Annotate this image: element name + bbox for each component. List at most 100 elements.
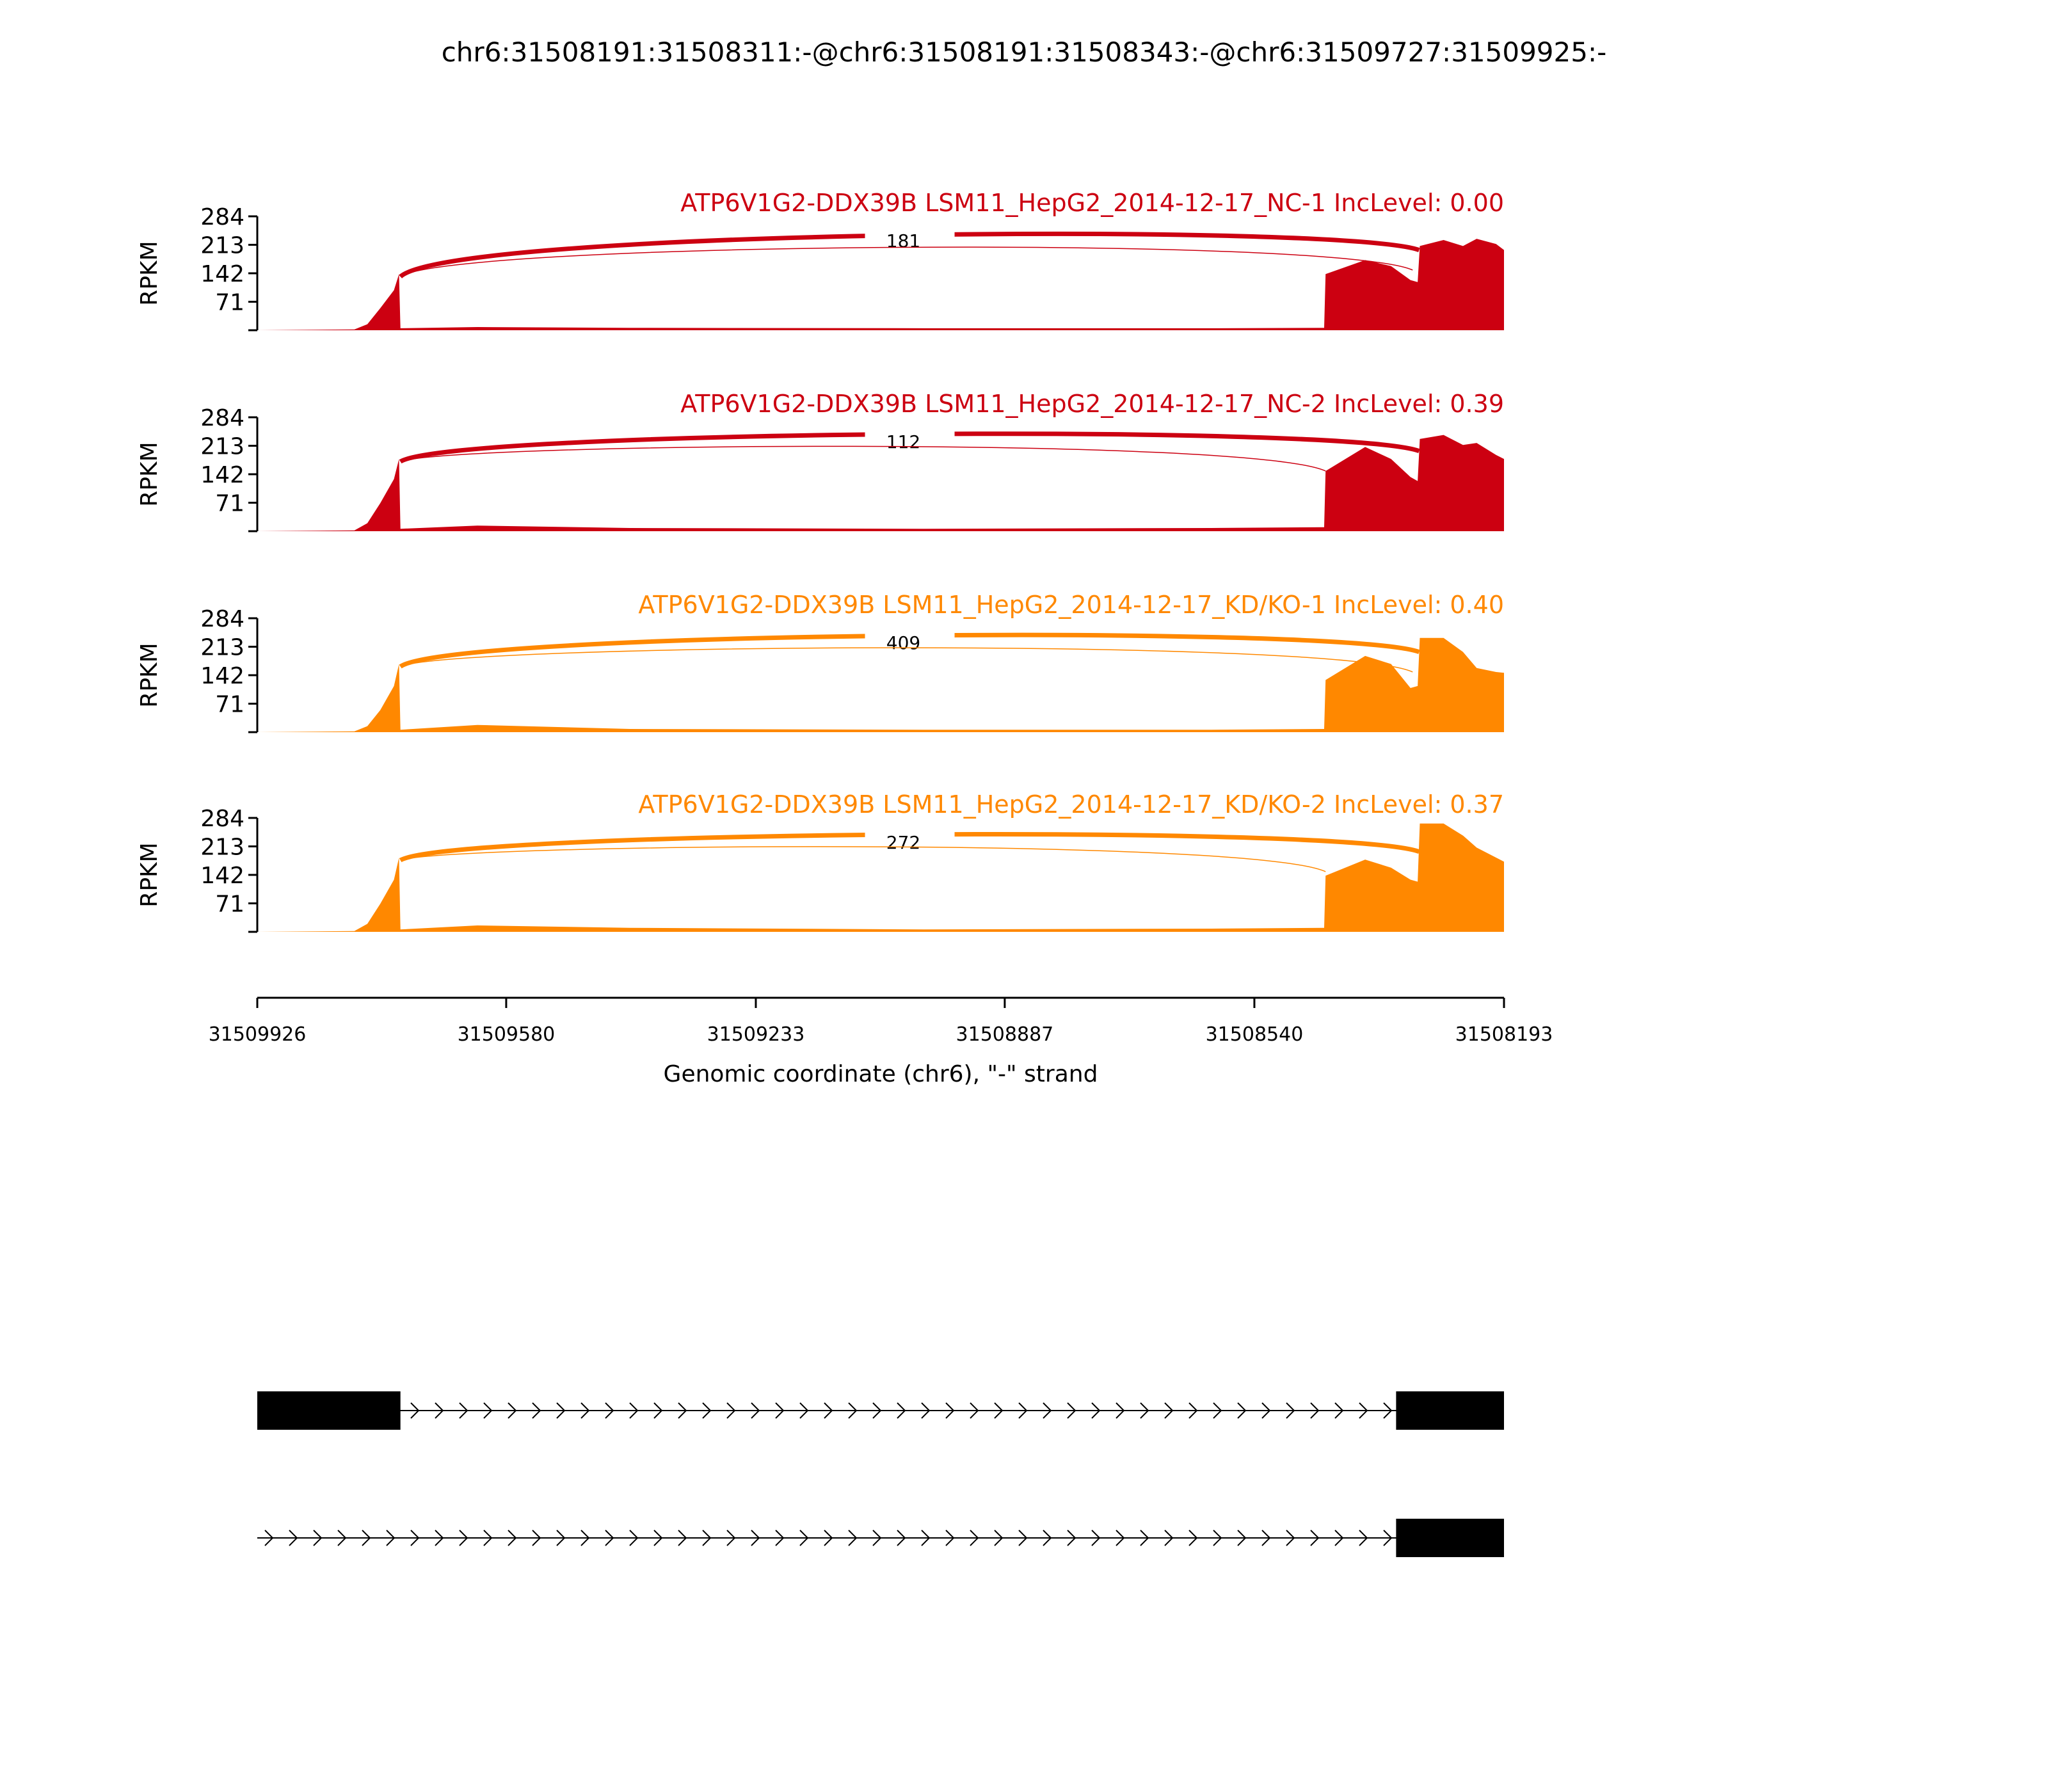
panel-title: ATP6V1G2-DDX39B LSM11_HepG2_2014-12-17_N…: [680, 189, 1504, 217]
strand-arrow-icon: [872, 1530, 882, 1546]
strand-arrow-icon: [945, 1402, 955, 1419]
strand-arrow-icon: [702, 1530, 712, 1546]
strand-arrow-icon: [897, 1530, 906, 1546]
y-axis-label: RPKM: [136, 643, 163, 707]
y-tick-label: 284: [200, 806, 244, 832]
strand-arrow-icon: [1359, 1530, 1368, 1546]
strand-arrow-icon: [921, 1530, 931, 1546]
y-tick-label: 71: [215, 491, 244, 517]
strand-arrow-icon: [1140, 1530, 1149, 1546]
junction-label-bg: [865, 826, 955, 854]
panel-1: 181 ATP6V1G2-DDX39B LSM11_HepG2_2014-12-1…: [136, 189, 1504, 332]
strand-arrow-icon: [994, 1530, 1004, 1546]
chart-title: chr6:31508191:31508311:-@chr6:31508191:3…: [442, 36, 1607, 68]
strand-arrow-icon: [629, 1402, 639, 1419]
strand-arrow-icon: [459, 1530, 468, 1546]
y-tick-label: 71: [215, 892, 244, 918]
strand-arrow-icon: [435, 1402, 444, 1419]
strand-arrow-icon: [653, 1530, 663, 1546]
strand-arrow-icon: [848, 1402, 858, 1419]
x-tick-label: 31509580: [458, 1023, 556, 1046]
strand-arrow-icon: [970, 1530, 979, 1546]
x-tick-label: 31508193: [1455, 1023, 1553, 1046]
strand-arrow-icon: [1286, 1402, 1295, 1419]
strand-arrow-icon: [556, 1402, 566, 1419]
strand-arrow-icon: [775, 1402, 785, 1419]
strand-arrow-icon: [483, 1402, 493, 1419]
strand-arrow-icon: [483, 1530, 493, 1546]
strand-arrow-icon: [1116, 1530, 1125, 1546]
panel-title: ATP6V1G2-DDX39B LSM11_HepG2_2014-12-17_K…: [638, 591, 1504, 619]
x-axis-label: Genomic coordinate (chr6), "-" strand: [664, 1061, 1098, 1087]
strand-arrow-icon: [1018, 1402, 1028, 1419]
strand-arrow-icon: [580, 1402, 590, 1419]
y-tick-label: 284: [200, 606, 244, 632]
strand-arrow-icon: [289, 1530, 298, 1546]
strand-arrow-icon: [726, 1530, 736, 1546]
strand-arrow-icon: [1237, 1530, 1247, 1546]
strand-arrow-icon: [459, 1402, 468, 1419]
strand-arrow-icon: [1188, 1530, 1198, 1546]
strand-arrow-icon: [1116, 1402, 1125, 1419]
strand-arrow-icon: [751, 1402, 760, 1419]
strand-arrow-icon: [410, 1402, 420, 1419]
strand-arrow-icon: [824, 1530, 833, 1546]
strand-arrow-icon: [994, 1402, 1004, 1419]
strand-arrow-icon: [945, 1530, 955, 1546]
y-tick-label: 213: [200, 635, 244, 661]
exon: [1396, 1391, 1504, 1430]
strand-arrow-icon: [556, 1530, 566, 1546]
exon: [257, 1391, 401, 1430]
coverage-area: [257, 637, 1504, 732]
strand-arrow-icon: [605, 1530, 614, 1546]
strand-arrow-icon: [897, 1402, 906, 1419]
strand-arrow-icon: [1164, 1402, 1174, 1419]
y-tick-label: 284: [200, 405, 244, 431]
strand-arrow-icon: [532, 1402, 541, 1419]
y-tick-label: 213: [200, 434, 244, 460]
y-tick-label: 213: [200, 233, 244, 259]
strand-arrow-icon: [264, 1530, 274, 1546]
strand-arrow-icon: [1237, 1402, 1247, 1419]
junction-label-bg: [865, 425, 955, 453]
strand-arrow-icon: [1091, 1402, 1101, 1419]
strand-arrow-icon: [362, 1530, 371, 1546]
gene-track: [257, 1391, 1504, 1557]
strand-arrow-icon: [1140, 1402, 1149, 1419]
strand-arrow-icon: [1310, 1402, 1320, 1419]
strand-arrow-icon: [1018, 1530, 1028, 1546]
strand-arrow-icon: [678, 1402, 687, 1419]
strand-arrow-icon: [1261, 1530, 1271, 1546]
strand-arrow-icon: [1383, 1402, 1393, 1419]
coverage-area: [257, 435, 1504, 531]
coverage-area: [257, 239, 1504, 330]
panel-3: 409 ATP6V1G2-DDX39B LSM11_HepG2_2014-12-1…: [136, 591, 1504, 733]
junction-count: 409: [886, 632, 920, 653]
strand-arrow-icon: [1213, 1530, 1222, 1546]
x-tick-label: 31508887: [956, 1023, 1054, 1046]
junction-arc: [400, 246, 1413, 277]
exon: [1396, 1519, 1504, 1557]
x-tick-label: 31509926: [209, 1023, 307, 1046]
strand-arrow-icon: [1359, 1402, 1368, 1419]
strand-arrow-icon: [970, 1402, 979, 1419]
x-tick-label: 31508540: [1206, 1023, 1304, 1046]
strand-arrow-icon: [1261, 1402, 1271, 1419]
junction-count: 112: [886, 431, 920, 452]
strand-arrow-icon: [1334, 1402, 1344, 1419]
x-tick-label: 31509233: [707, 1023, 805, 1046]
strand-arrow-icon: [386, 1530, 396, 1546]
strand-arrow-icon: [1286, 1530, 1295, 1546]
strand-arrow-icon: [1383, 1530, 1393, 1546]
strand-arrow-icon: [1043, 1530, 1052, 1546]
strand-arrow-icon: [751, 1530, 760, 1546]
y-tick-label: 142: [200, 261, 244, 287]
strand-arrow-icon: [1067, 1402, 1076, 1419]
y-tick-label: 142: [200, 663, 244, 689]
junction-arc: [400, 647, 1413, 673]
strand-arrow-icon: [1043, 1402, 1052, 1419]
y-tick-label: 142: [200, 863, 244, 889]
strand-arrow-icon: [435, 1530, 444, 1546]
strand-arrow-icon: [678, 1530, 687, 1546]
